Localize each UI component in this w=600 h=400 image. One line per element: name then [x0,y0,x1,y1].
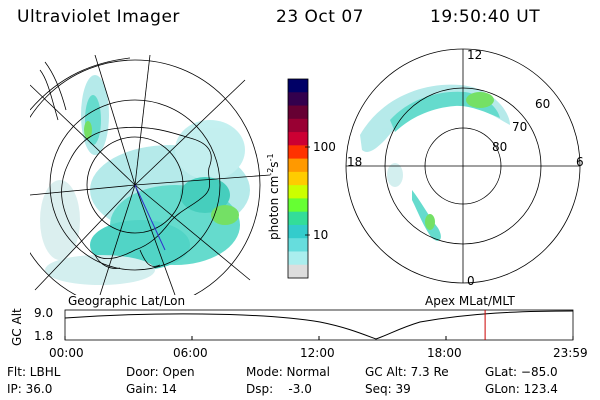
right-map-caption: Apex MLat/MLT [425,294,515,308]
date-label: 23 Oct 07 [276,7,364,27]
coastline [61,126,212,260]
instrument-title: Ultraviolet Imager [17,7,180,27]
altitude-curve [64,310,574,340]
mlt-label-6: 6 [576,155,584,169]
colorbar-tick-100: 100 [313,140,336,154]
colorbar-segment [288,118,308,133]
alt-tick-9: 9.0 [34,306,54,320]
mlt-label-18: 18 [347,155,363,169]
colorbar-segment [288,211,308,226]
info-ip: IP: 36.0 [7,382,53,396]
mlt-label-12: 12 [467,48,483,62]
right-intensity-field [360,84,510,241]
lat-label-60: 60 [535,97,551,111]
mlt-label-0: 0 [467,274,475,288]
colorbar-segment [288,145,308,160]
time-tick-1800: 18:00 [427,346,462,360]
colorbar-segment [288,92,308,107]
colorbar-segment [288,158,308,173]
altitude-axis-label: GC Alt [10,308,24,346]
colorbar-segment [288,198,308,213]
colorbar-segment [288,105,308,120]
magnetic-map [345,48,581,284]
info-dsp: Dsp: -3.0 [246,382,312,396]
left-map-caption: Geographic Lat/Lon [68,294,186,308]
sun-direction-line [134,184,166,251]
info-glat: GLat: −85.0 [485,365,558,379]
colorbar-segment [288,224,308,239]
colorbar-segment [288,251,308,266]
lat-label-70: 70 [512,120,528,134]
colorbar-segment [288,264,308,279]
info-gc-alt: GC Alt: 7.3 Re [365,365,449,379]
time-tick-0000: 00:00 [49,346,84,360]
colorbar-segment [288,171,308,186]
info-door: Door: Open [126,365,195,379]
time-tick-1200: 12:00 [300,346,335,360]
info-mode: Mode: Normal [246,365,330,379]
time-label: 19:50:40 UT [430,7,541,27]
alt-tick-1-8: 1.8 [34,329,54,343]
colorbar-tick-10: 10 [313,228,329,242]
info-filter: Flt: LBHL [7,365,61,379]
time-tick-0600: 06:00 [173,346,208,360]
info-seq: Seq: 39 [365,382,411,396]
colorbar-segment [288,185,308,199]
altitude-plot [64,309,574,341]
colorbar-segment [288,79,308,93]
info-glon: GLon: 123.4 [485,382,558,396]
colorbar [288,79,308,279]
colorbar-segment [288,238,308,252]
info-gain: Gain: 14 [126,382,177,396]
geographic-map [30,55,270,295]
colorbar-segment [288,132,308,146]
lat-label-80: 80 [492,140,508,154]
colorbar-unit-label: photon cm-2s-1 [266,153,281,240]
time-tick-2359: 23:59 [553,346,588,360]
